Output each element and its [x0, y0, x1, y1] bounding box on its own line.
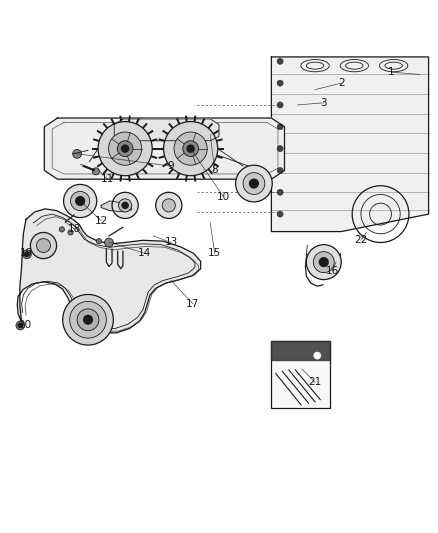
Polygon shape: [114, 119, 219, 141]
Circle shape: [162, 199, 175, 212]
Circle shape: [22, 250, 31, 259]
Circle shape: [122, 145, 129, 152]
Bar: [272, 341, 330, 408]
Circle shape: [109, 132, 142, 165]
Circle shape: [63, 294, 113, 345]
Circle shape: [313, 252, 334, 272]
Circle shape: [174, 132, 207, 165]
Circle shape: [96, 239, 102, 244]
Text: 2: 2: [338, 78, 345, 88]
Circle shape: [277, 102, 283, 108]
Circle shape: [250, 179, 258, 188]
Circle shape: [319, 258, 328, 266]
Circle shape: [36, 239, 50, 253]
Circle shape: [16, 321, 25, 330]
Circle shape: [18, 323, 22, 328]
Text: 15: 15: [208, 248, 221, 259]
Polygon shape: [101, 201, 132, 212]
Circle shape: [73, 149, 81, 158]
Circle shape: [64, 184, 97, 217]
Circle shape: [84, 316, 92, 324]
Circle shape: [155, 192, 182, 219]
Circle shape: [236, 165, 272, 202]
Circle shape: [183, 141, 198, 157]
Circle shape: [92, 168, 99, 175]
Circle shape: [25, 252, 29, 256]
Text: 21: 21: [308, 377, 321, 387]
Circle shape: [277, 189, 283, 195]
Circle shape: [105, 238, 113, 247]
Polygon shape: [272, 57, 428, 231]
Text: 1: 1: [388, 67, 395, 77]
Circle shape: [71, 191, 90, 211]
Text: 13: 13: [164, 238, 177, 247]
Text: 19: 19: [19, 248, 33, 259]
Circle shape: [70, 302, 106, 338]
Circle shape: [306, 245, 341, 280]
Text: 17: 17: [186, 298, 199, 309]
Circle shape: [112, 192, 138, 219]
Text: 16: 16: [326, 266, 339, 276]
Text: 9: 9: [168, 161, 174, 171]
Circle shape: [277, 167, 283, 174]
Circle shape: [277, 58, 283, 64]
Circle shape: [68, 230, 73, 235]
Polygon shape: [17, 209, 201, 333]
Text: 11: 11: [101, 174, 114, 184]
Circle shape: [117, 141, 133, 157]
Text: 8: 8: [211, 165, 218, 175]
Circle shape: [77, 309, 99, 330]
Text: 3: 3: [321, 98, 327, 108]
Text: 20: 20: [18, 320, 31, 330]
Text: 22: 22: [354, 235, 367, 245]
Circle shape: [59, 227, 64, 232]
Polygon shape: [44, 118, 285, 179]
Circle shape: [163, 122, 218, 176]
Circle shape: [187, 145, 194, 152]
Text: 10: 10: [217, 192, 230, 201]
Circle shape: [314, 352, 321, 359]
Text: 18: 18: [68, 224, 81, 235]
Circle shape: [122, 203, 128, 208]
Circle shape: [277, 146, 283, 152]
Text: 14: 14: [138, 248, 152, 259]
Circle shape: [30, 232, 57, 259]
Circle shape: [277, 124, 283, 130]
Circle shape: [76, 197, 85, 205]
Circle shape: [277, 211, 283, 217]
Circle shape: [119, 199, 132, 212]
Circle shape: [98, 122, 152, 176]
Circle shape: [243, 173, 265, 195]
Text: 12: 12: [95, 216, 108, 225]
Circle shape: [277, 80, 283, 86]
